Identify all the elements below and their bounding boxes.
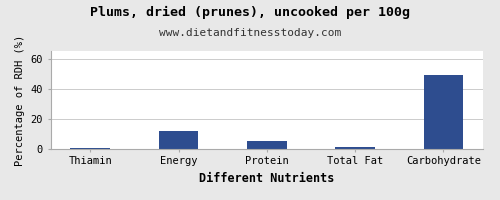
Bar <box>335 147 375 149</box>
Bar <box>424 75 464 149</box>
Y-axis label: Percentage of RDH (%): Percentage of RDH (%) <box>15 34 25 166</box>
Bar <box>70 148 110 149</box>
Text: www.dietandfitnesstoday.com: www.dietandfitnesstoday.com <box>159 28 341 38</box>
X-axis label: Different Nutrients: Different Nutrients <box>199 172 334 185</box>
Bar <box>158 131 198 149</box>
Bar <box>247 141 286 149</box>
Text: Plums, dried (prunes), uncooked per 100g: Plums, dried (prunes), uncooked per 100g <box>90 6 410 19</box>
